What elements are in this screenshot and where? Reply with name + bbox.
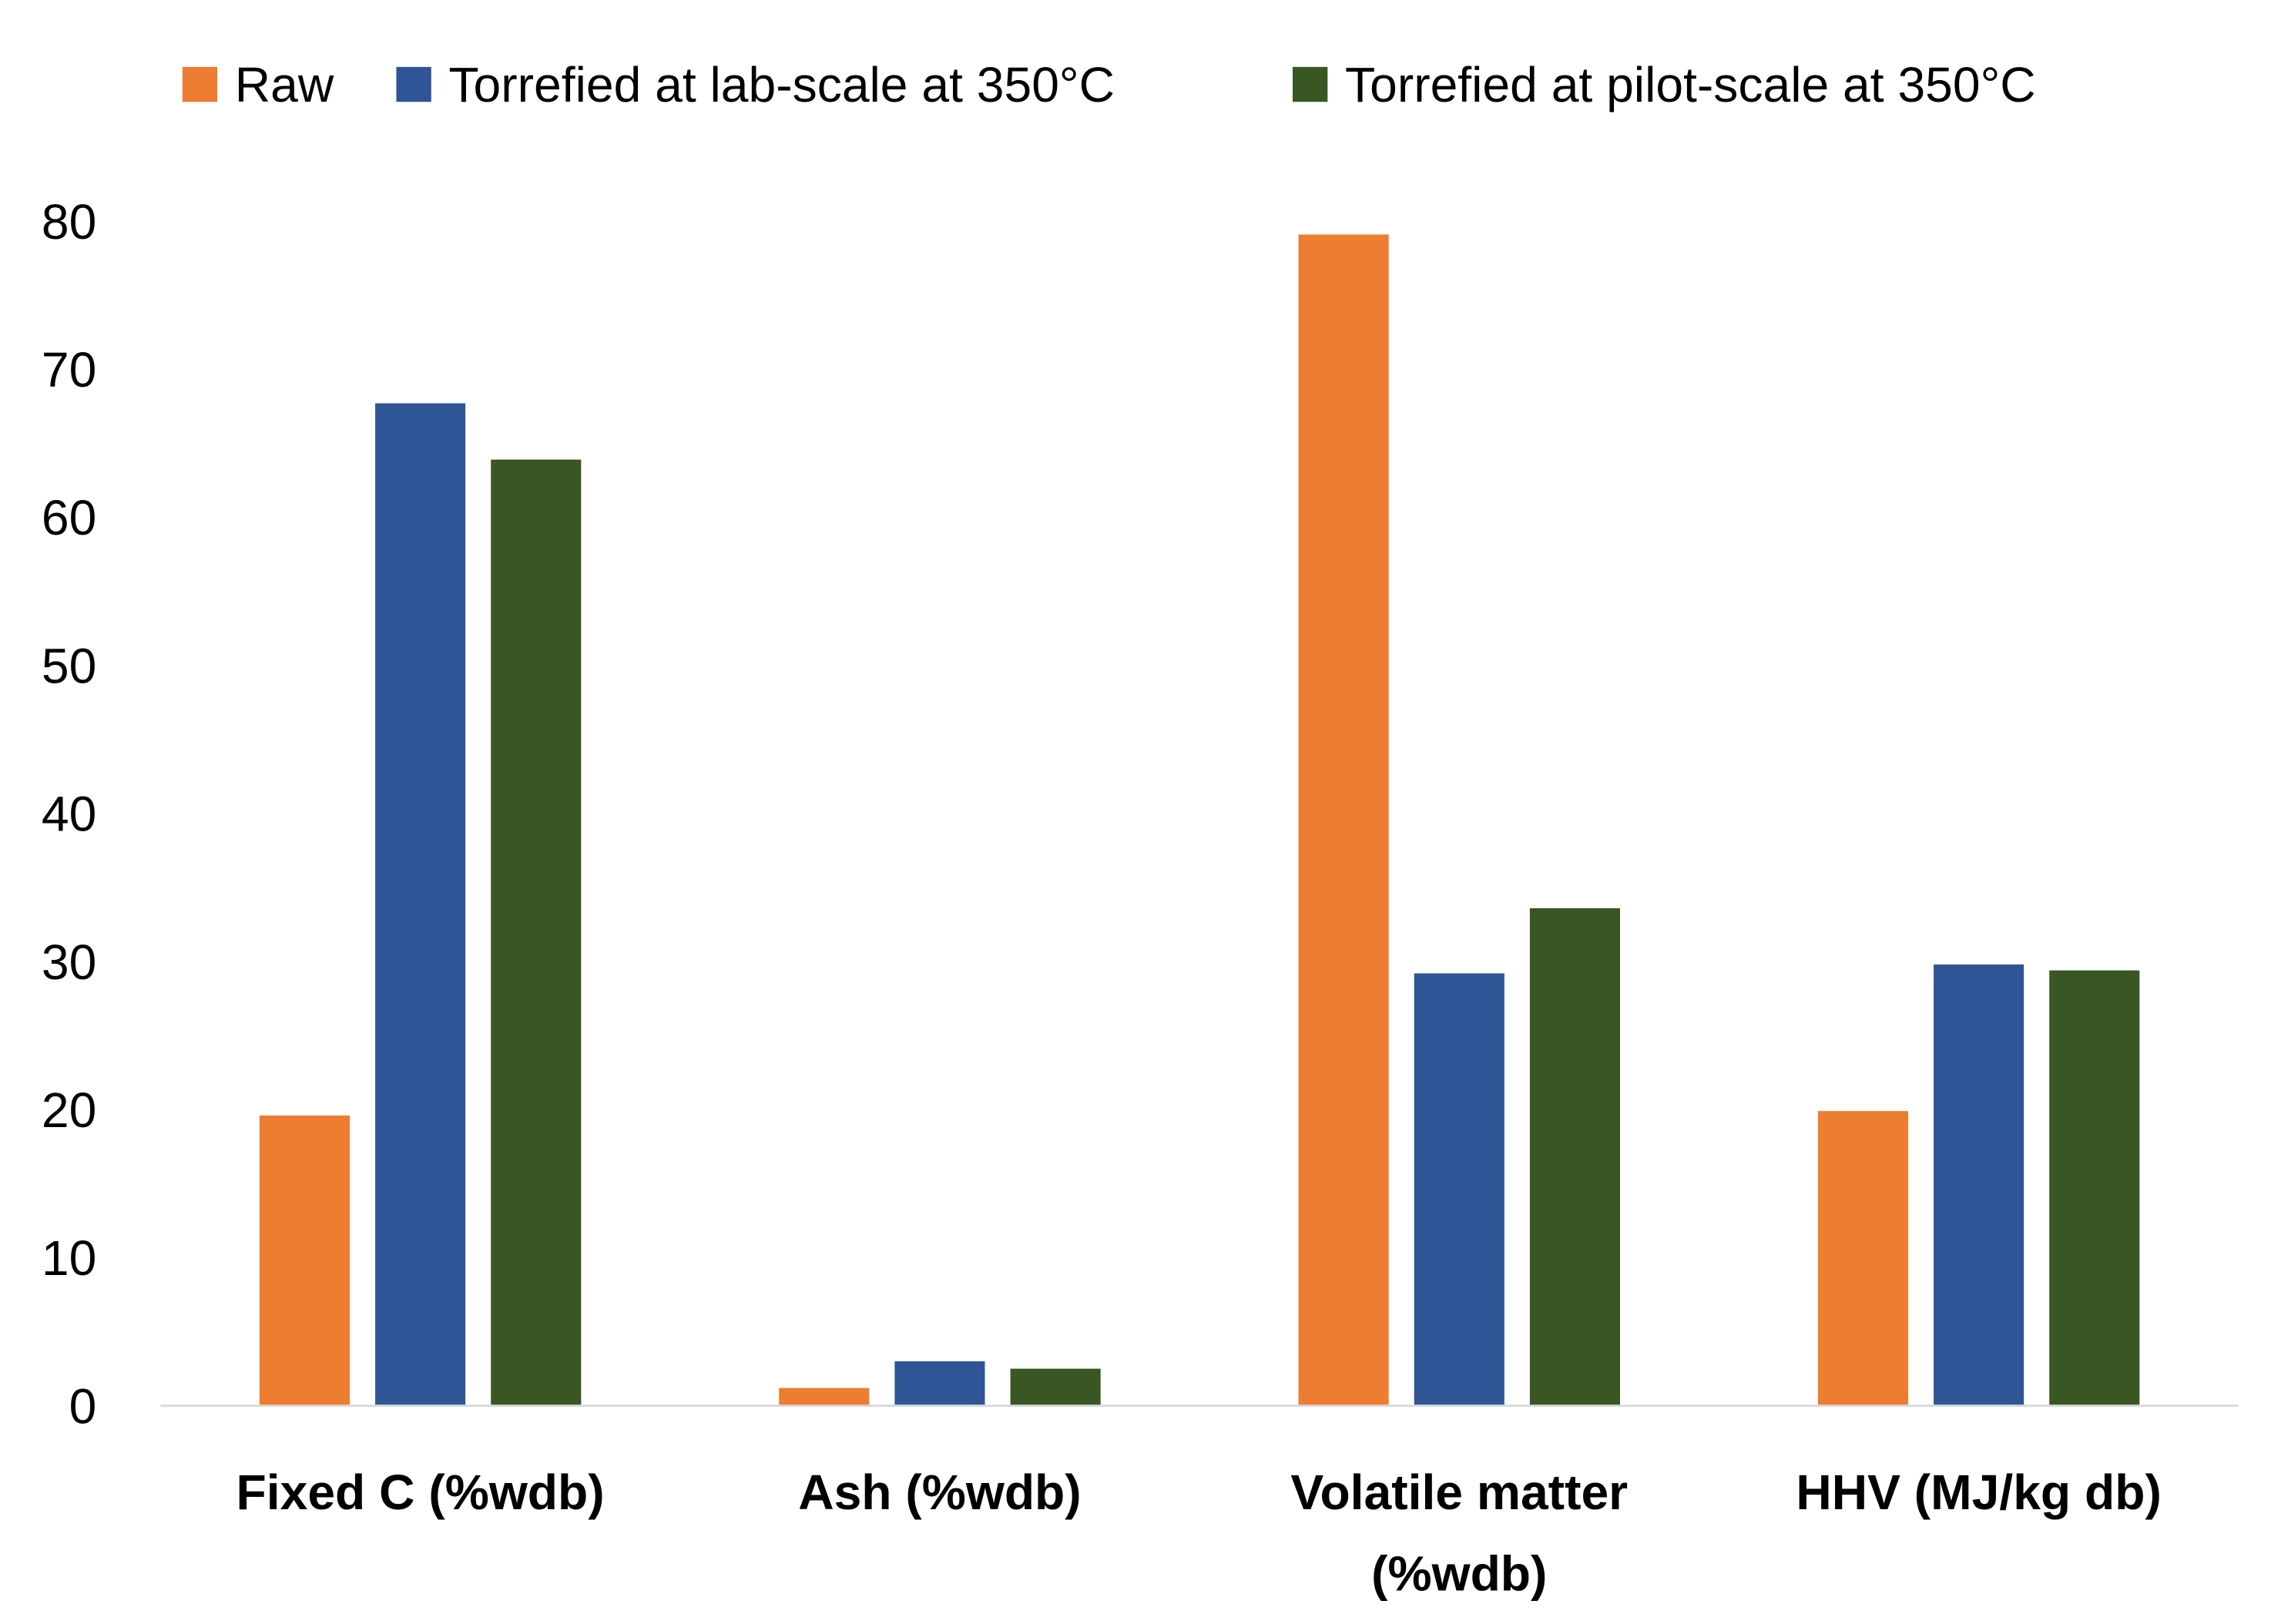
bar-0-1	[779, 1387, 870, 1406]
y-tick-label: 80	[42, 194, 96, 250]
legend-label-2: Torrefied at pilot-scale at 350°C	[1345, 57, 2036, 112]
y-tick-label: 20	[42, 1082, 96, 1138]
y-axis: 0 10 20 30 40 50 60 70 80	[42, 194, 96, 1434]
bars	[259, 234, 2140, 1406]
x-category-label: (%wdb)	[1371, 1546, 1547, 1602]
bar-1-3	[1934, 964, 2024, 1406]
y-tick-label: 10	[42, 1230, 96, 1286]
x-category-label: Fixed C (%wdb)	[236, 1465, 605, 1520]
x-axis: Fixed C (%wdb) Ash (%wdb) Volatile matter (…	[236, 1465, 2162, 1602]
legend-swatch-1	[396, 66, 431, 102]
bar-2-2	[1529, 908, 1620, 1406]
bar-0-3	[1817, 1111, 1908, 1406]
legend-label-1: Torrefied at lab-scale at 350°C	[448, 57, 1115, 112]
bar-2-0	[491, 459, 582, 1406]
legend-swatch-0	[182, 66, 218, 102]
bar-0-2	[1298, 234, 1389, 1406]
y-tick-label: 40	[42, 787, 96, 842]
bar-1-1	[894, 1361, 985, 1406]
x-category-label: Volatile matter	[1290, 1465, 1628, 1520]
bar-2-1	[1010, 1368, 1101, 1406]
bar-0-0	[259, 1115, 350, 1406]
y-tick-label: 60	[42, 490, 96, 545]
y-tick-label: 70	[42, 342, 96, 398]
legend: Raw Torrefied at lab-scale at 350°C Torref…	[182, 57, 2036, 112]
legend-swatch-2	[1293, 66, 1328, 102]
bar-1-0	[375, 403, 466, 1406]
bar-2-3	[2049, 970, 2140, 1406]
y-tick-label: 30	[42, 934, 96, 990]
x-category-label: Ash (%wdb)	[798, 1465, 1081, 1520]
legend-label-0: Raw	[235, 57, 334, 112]
bar-1-2	[1414, 973, 1504, 1406]
x-category-label: HHV (MJ/kg db)	[1796, 1465, 2162, 1520]
y-tick-label: 0	[69, 1378, 97, 1434]
y-tick-label: 50	[42, 638, 96, 693]
